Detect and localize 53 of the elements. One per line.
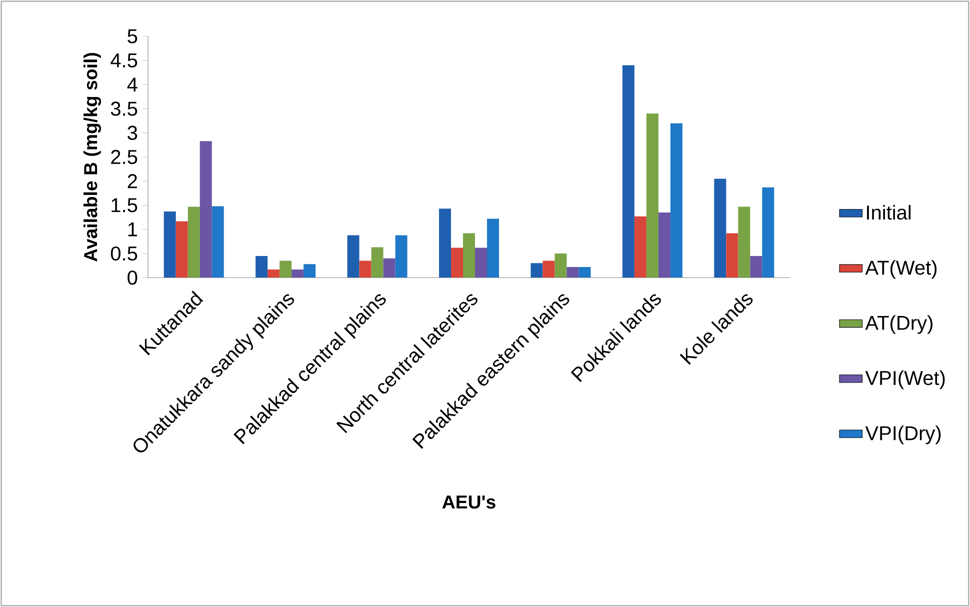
legend-label: AT(Dry) [865,315,932,334]
bar [304,264,316,278]
bar [256,256,268,278]
y-tick-label: 0.5 [110,246,138,261]
bar [578,267,591,278]
bar [176,221,188,278]
bar [463,233,476,278]
bar [475,248,488,278]
bar [212,206,224,278]
bar [554,254,567,278]
bar [634,216,646,278]
legend-label: VPI(Wet) [865,370,945,390]
bar [451,248,463,278]
legend-label: Initial [867,204,911,220]
bar [359,260,372,278]
bar [714,178,726,278]
bar [188,206,200,278]
y-tick-label: 5 [128,29,138,44]
bar [542,260,555,278]
y-axis-title: Available B (mg/kg soil) [84,52,101,262]
bar [670,123,682,278]
bar [439,208,452,278]
bar [738,206,750,278]
y-tick-label: 1 [128,222,137,236]
bar [292,269,304,278]
bar [762,187,774,278]
y-tick-label: 4 [127,78,138,92]
y-tick-label: 2.5 [111,150,138,164]
bar [658,212,670,278]
bar [646,114,658,278]
x-axis-title: AEU's [442,496,496,509]
bar [383,258,396,278]
legend-label: VPI(Dry) [865,426,941,444]
bar [395,235,408,278]
y-tick-label: 1.5 [112,198,138,212]
bar [268,269,280,278]
bar [487,218,500,278]
y-tick-label: 4.5 [110,53,138,68]
bar [750,256,762,278]
legend-label: AT(Wet) [865,260,937,279]
bar [200,141,212,278]
bar [164,212,176,278]
bar [347,235,360,278]
y-tick-label: 2 [128,174,137,188]
bar [371,247,384,278]
y-tick-label: 3.5 [110,102,138,116]
bar [530,263,543,278]
bar [280,260,292,278]
bar [622,65,634,278]
bar [726,233,738,278]
y-tick-label: 0 [128,270,138,285]
y-tick-label: 3 [128,126,138,140]
bar [566,267,579,278]
